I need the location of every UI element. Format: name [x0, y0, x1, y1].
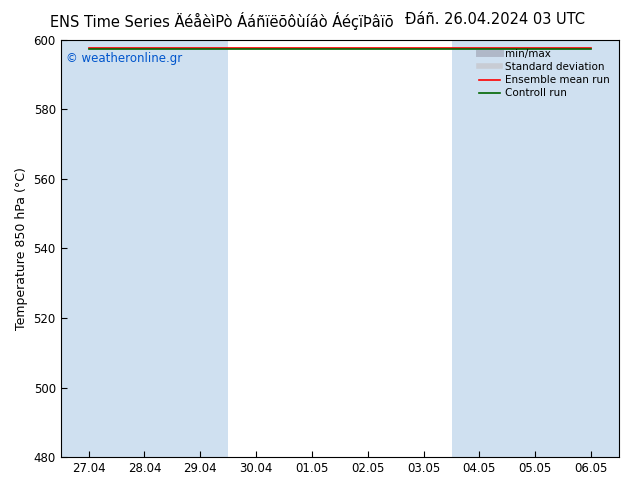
Legend: min/max, Standard deviation, Ensemble mean run, Controll run: min/max, Standard deviation, Ensemble me… [475, 45, 614, 102]
Text: ENS Time Series ÄéåèìPò Ááñïëõôùíáò ÁéçïÞâïõ: ENS Time Series ÄéåèìPò Ááñïëõôùíáò Áéçï… [50, 12, 394, 30]
Bar [451, 40, 507, 457]
Y-axis label: Temperature 850 hPa (°C): Temperature 850 hPa (°C) [15, 167, 28, 330]
Text: Ðáñ. 26.04.2024 03 UTC: Ðáñ. 26.04.2024 03 UTC [404, 12, 585, 27]
Bar [61, 40, 117, 457]
Bar [563, 40, 619, 457]
Bar [507, 40, 563, 457]
Bar [117, 40, 172, 457]
Bar [172, 40, 228, 457]
Text: © weatheronline.gr: © weatheronline.gr [66, 52, 183, 65]
